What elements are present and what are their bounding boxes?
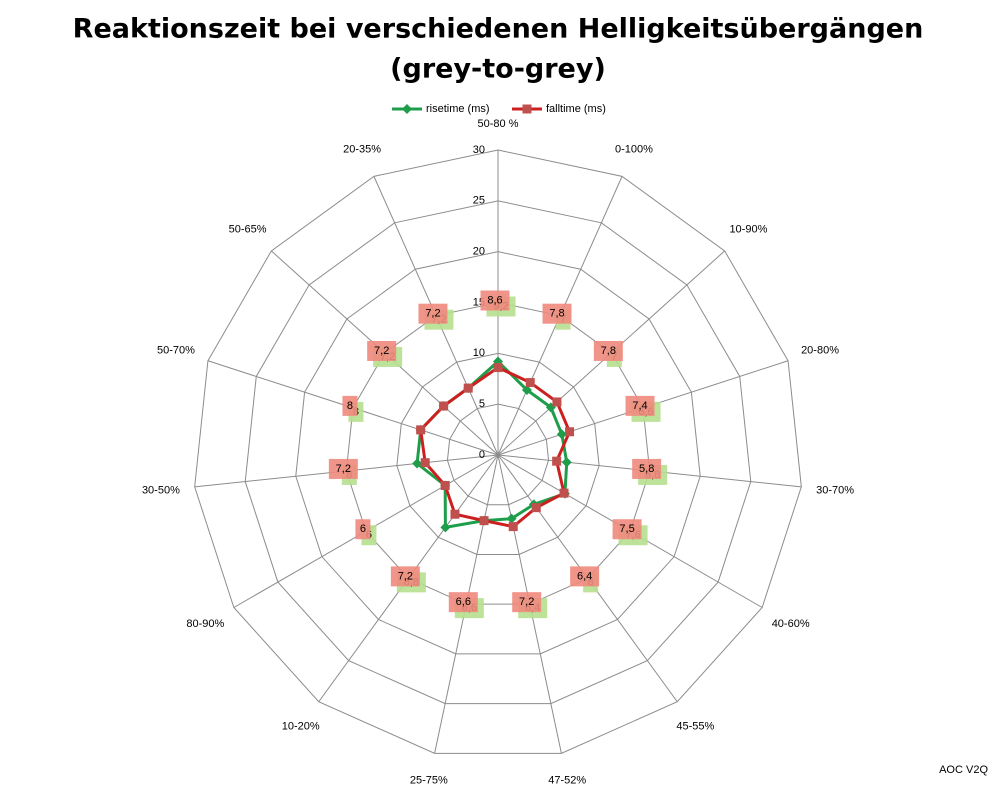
data-label: 7,8 — [549, 308, 564, 320]
grid-ring — [345, 301, 651, 605]
data-label-bg — [542, 303, 572, 324]
data-label: 7,2 — [336, 463, 351, 475]
data-label-bg — [593, 340, 623, 361]
marker — [521, 384, 532, 395]
marker — [450, 509, 460, 519]
category-label: 10-20% — [282, 720, 320, 732]
category-label: 45-55% — [676, 720, 714, 732]
data-label: 8 — [347, 400, 353, 412]
y-tick-label: 20 — [473, 246, 485, 258]
data-label: 6,4 — [577, 570, 592, 582]
y-tick-label: 30 — [473, 144, 485, 156]
legend-label: falltime (ms) — [546, 103, 606, 115]
data-label: 7,4 — [632, 400, 647, 412]
legend-marker — [402, 104, 412, 114]
chart-title: Reaktionszeit bei verschiedenen Helligke… — [73, 14, 924, 45]
data-label-bg — [632, 458, 662, 479]
marker — [506, 513, 517, 524]
marker — [552, 397, 562, 407]
data-label-bg — [625, 395, 655, 416]
marker — [565, 427, 575, 437]
data-label-bg — [612, 519, 642, 540]
data-label-bg — [480, 290, 510, 311]
marker — [556, 429, 567, 440]
marker — [420, 458, 430, 468]
data-label-bg — [512, 592, 542, 613]
category-label: 20-80% — [801, 344, 839, 356]
marker — [412, 458, 423, 469]
marker — [508, 522, 518, 532]
marker — [416, 425, 426, 435]
marker — [479, 516, 489, 526]
data-label-bg — [570, 566, 600, 587]
series-line — [419, 365, 572, 529]
marker — [552, 456, 562, 466]
category-label: 30-50% — [142, 484, 180, 496]
y-tick-label: 10 — [473, 347, 485, 359]
grid-ring — [244, 200, 752, 705]
data-label: 7,2 — [519, 596, 534, 608]
data-label: 7,2 — [398, 570, 413, 582]
category-label: 50-70% — [157, 344, 195, 356]
category-label: 80-90% — [186, 618, 224, 630]
data-label: 7,8 — [601, 345, 616, 357]
data-label-bg — [342, 395, 358, 416]
data-label: 6 — [360, 523, 366, 535]
grid-ring — [194, 149, 802, 754]
annotation: AOC V2Q — [939, 764, 988, 776]
marker — [525, 378, 535, 388]
data-label-bg — [418, 303, 448, 324]
chart-subtitle: (grey-to-grey) — [390, 54, 606, 85]
grid-ring — [446, 403, 550, 506]
y-tick-label: 5 — [479, 398, 485, 410]
data-label-bg — [390, 566, 420, 587]
data-label: 5,8 — [639, 463, 654, 475]
data-label: 8,6 — [487, 294, 502, 306]
marker — [440, 481, 450, 490]
category-label: 10-90% — [729, 223, 767, 235]
marker — [531, 503, 541, 513]
data-label: 7,5 — [619, 523, 634, 535]
data-label-bg — [448, 592, 478, 613]
data-label: 6,6 — [456, 596, 471, 608]
category-label: 30-70% — [816, 484, 854, 496]
data-label: 7,2 — [374, 345, 389, 357]
marker — [493, 363, 503, 373]
category-label: 20-35% — [343, 144, 381, 156]
category-label: 0-100% — [615, 144, 653, 156]
category-label: 25-75% — [410, 774, 448, 786]
category-label: 40-60% — [772, 618, 810, 630]
legend-label: risetime (ms) — [426, 103, 490, 115]
marker — [561, 457, 572, 468]
grid-ring — [396, 352, 600, 555]
data-label: 7,2 — [425, 308, 440, 320]
grid-ring — [295, 251, 701, 655]
category-label: 50-65% — [229, 223, 267, 235]
marker — [439, 401, 449, 411]
data-label-bg — [367, 340, 397, 361]
y-tick-label: 25 — [473, 195, 485, 207]
legend-marker — [522, 104, 532, 114]
marker — [463, 383, 473, 393]
data-label-bg — [355, 519, 371, 540]
marker — [559, 488, 569, 498]
data-label-bg — [328, 458, 358, 479]
category-label: 50-80 % — [478, 118, 519, 130]
category-label: 47-52% — [548, 774, 586, 786]
y-tick-label: 0 — [479, 449, 485, 461]
marker — [440, 522, 451, 533]
